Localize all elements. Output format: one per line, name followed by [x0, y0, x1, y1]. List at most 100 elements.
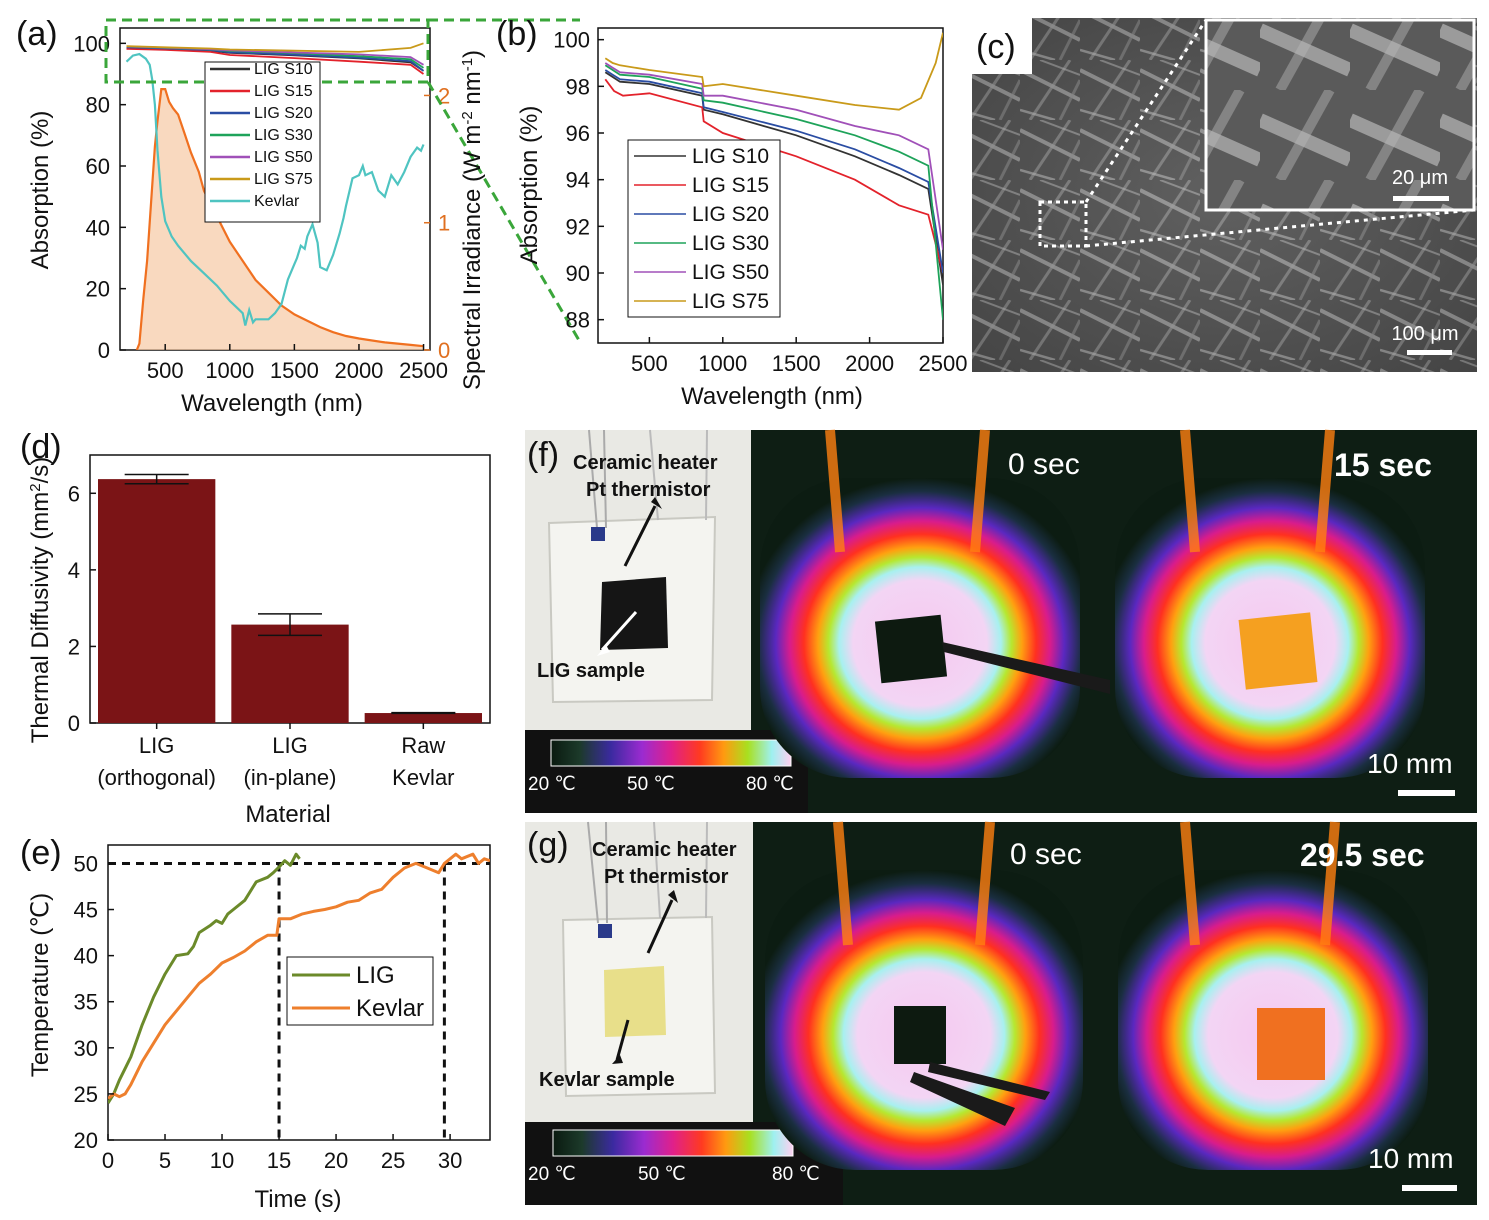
panel-b-ytick-label: 100 [553, 28, 590, 53]
panel-g-cb-max: 80 ℃ [772, 1164, 820, 1185]
panel-a-ytick-label: 60 [86, 154, 110, 179]
panel-b-legend-label: LIG S75 [692, 290, 769, 313]
panel-b-series-lig-s30 [604, 64, 943, 320]
panel-e-xtick-label: 10 [210, 1148, 234, 1173]
panel-g-cb-min: 20 ℃ [528, 1164, 576, 1185]
panel-a-y2tick-label: 0 [438, 338, 450, 363]
panel-b-series-lig-s75 [604, 32, 943, 111]
panel-a-series-lig-s15 [126, 48, 425, 75]
panel-b-ytick-label: 94 [566, 168, 590, 193]
panel-e-legend: LIG Kevlar [286, 956, 434, 1026]
panel-b-label: (b) [496, 15, 538, 53]
panel-a-ytick-label: 20 [86, 277, 110, 302]
panel-d-ylabel: Thermal Diffusivity (mm2/s) [27, 457, 55, 744]
panel-b-legend-label: LIG S30 [692, 232, 769, 255]
panel-a-irradiance-area [136, 89, 424, 350]
panel-b-ytick-label: 90 [566, 261, 590, 286]
zoom-line-bottom [426, 81, 582, 343]
panel-b-series-lig-s20 [604, 69, 943, 274]
panel-d-ytick-label: 2 [68, 634, 80, 659]
panel-a-legend-label: LIG S30 [254, 127, 313, 144]
panel-a-ylabel: Absorption (%) [27, 111, 54, 270]
panel-b-xtick-label: 500 [631, 351, 668, 376]
panel-c-sem-image: (c) 20 μm 100 μm [972, 18, 1477, 372]
panel-g-thermal-0s [765, 821, 1083, 1170]
panel-b-xtick-label: 2000 [845, 351, 894, 376]
panel-g-scale-bar [1402, 1185, 1457, 1191]
panel-d-chart: (d) LIG (orthogonal) LIG (in-plane) Raw Kevla… [20, 428, 491, 828]
panel-e-ytick-label: 50 [74, 851, 98, 876]
panel-d-xtick-label-line1: LIG [272, 733, 307, 758]
sem-inset-scale-label: 20 μm [1392, 167, 1448, 189]
panel-f-cb-min: 20 ℃ [528, 774, 576, 795]
panel-b-ytick-label: 92 [566, 214, 590, 239]
panel-e-chart: (e) 0 5 10 15 20 25 30 20 25 30 35 40 45 50 LIG Kevlar… [20, 834, 491, 1213]
panel-b-legend: LIG S10 LIG S15 LIG S20 LIG S30 LIG S50 LIG S… [627, 139, 781, 318]
panel-a-series-lig-s75 [126, 42, 424, 53]
panel-a-y2label: Spectral Irradiance (W m-2 nm-1) [459, 50, 487, 390]
panel-e-ytick-label: 20 [74, 1128, 98, 1153]
panel-a-xtick-label: 500 [147, 358, 184, 383]
panel-e-ylabel: Temperature (℃) [27, 893, 54, 1077]
panel-b-ytick-label: 98 [566, 74, 590, 99]
panel-g-sample-label: Kevlar sample [539, 1069, 675, 1091]
panel-f-colorbar [550, 739, 792, 767]
panel-e-series-lig [108, 852, 301, 1104]
panel-f-sample-label: LIG sample [537, 660, 645, 682]
kevlar-sample-photo [604, 966, 666, 1037]
panel-c-label-bg [972, 18, 1032, 74]
panel-d-xlabel: Material [245, 801, 330, 828]
panel-a-legend-label: LIG S75 [254, 171, 313, 188]
panel-e-ytick-label: 45 [74, 898, 98, 923]
panel-e-legend-label: LIG [356, 962, 395, 989]
panel-d-xtick-label-line2: (orthogonal) [97, 765, 216, 790]
panel-d-xtick-label-line2: (in-plane) [244, 765, 337, 790]
panel-a-ytick-label: 80 [86, 93, 110, 118]
panel-e-frame [107, 844, 491, 1141]
panel-f-cb-mid: 50 ℃ [627, 774, 675, 795]
panel-b-series-lig-s15 [604, 78, 943, 274]
panel-d-label: (d) [20, 428, 62, 466]
panel-d-bar [231, 624, 349, 723]
panel-e-xtick-label: 25 [381, 1148, 405, 1173]
panel-c-label: (c) [976, 28, 1016, 66]
panel-b-series-lig-s10 [604, 71, 943, 285]
pt-thermistor-chip [591, 527, 605, 541]
panel-d-xtick-label-line1: LIG [139, 733, 174, 758]
panel-a-ytick-label: 100 [73, 31, 110, 56]
panel-g-time-right: 29.5 sec [1300, 837, 1425, 873]
panel-a-ytick-label: 0 [98, 338, 110, 363]
heater-arrow [623, 505, 657, 567]
panel-g-heater-label: Ceramic heater [592, 839, 737, 861]
sample-arrow-g [615, 1019, 630, 1061]
panel-b-xlabel: Wavelength (nm) [681, 383, 863, 410]
panel-e-ytick-label: 25 [74, 1082, 98, 1107]
panel-f-heater-label: Ceramic heater [573, 452, 718, 474]
panel-f-time-left: 0 sec [1008, 448, 1080, 481]
panel-a-xlabel: Wavelength (nm) [181, 390, 363, 417]
panel-a-ytick-label: 40 [86, 215, 110, 240]
panel-f-cb-max: 80 ℃ [746, 774, 794, 795]
panel-e-xtick-label: 15 [267, 1148, 291, 1173]
panel-g-label: (g) [527, 826, 569, 864]
panel-e-series-kevlar [108, 852, 490, 1100]
panel-e-xtick-label: 5 [159, 1148, 171, 1173]
panel-f-scale-bar [1398, 790, 1455, 796]
panel-e-ytick-label: 30 [74, 1036, 98, 1061]
panel-a-y2tick-label: 1 [438, 211, 450, 236]
panel-a-legend-label: LIG S15 [254, 83, 313, 100]
panel-b-chart: (b) 500 1000 1500 2000 2500 88 90 92 94 96 98 100 L… [496, 15, 967, 410]
panel-d-xtick-label-line1: Raw [401, 733, 445, 758]
panel-e-xtick-label: 20 [324, 1148, 348, 1173]
panel-f-thermistor-label: Pt thermistor [586, 479, 711, 501]
sample-arrow [600, 610, 638, 652]
panel-g-time-left: 0 sec [1010, 838, 1082, 871]
panel-a-legend-label: LIG S50 [254, 149, 313, 166]
panel-b-legend-label: LIG S15 [692, 174, 769, 197]
panel-a-xtick-label: 2500 [399, 358, 448, 383]
panel-e-legend-label: Kevlar [356, 995, 424, 1022]
panel-b-ytick-label: 96 [566, 121, 590, 146]
panel-f-label: (f) [527, 436, 559, 474]
